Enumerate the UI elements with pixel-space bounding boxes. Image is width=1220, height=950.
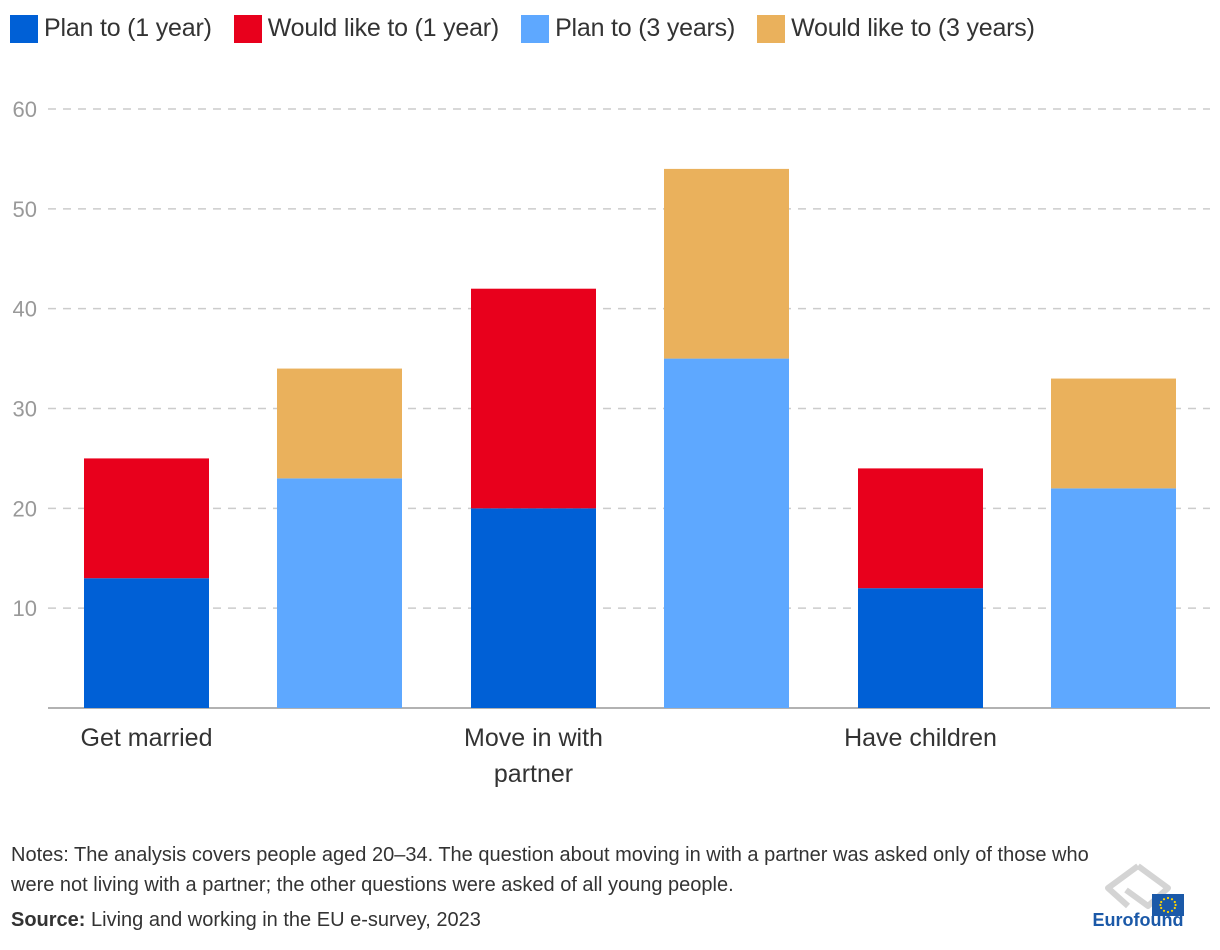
x-tick-label-line: partner bbox=[494, 760, 573, 788]
bar-get-married-would-like-to-3-years bbox=[277, 368, 402, 479]
legend-item-would-like-3-years[interactable]: Would like to (3 years) bbox=[757, 14, 1035, 43]
y-tick-label-30: 30 bbox=[13, 397, 37, 422]
legend-item-plan-3-years[interactable]: Plan to (3 years) bbox=[521, 14, 735, 43]
legend-swatch-would-like-1-year bbox=[233, 14, 262, 43]
bar-get-married-plan-to-3-years bbox=[277, 478, 402, 708]
legend-label-plan-3-years: Plan to (3 years) bbox=[555, 14, 736, 42]
x-tick-label-line: Have children bbox=[844, 724, 997, 752]
x-tick-label-line: Get married bbox=[81, 724, 213, 752]
bar-have-children-would-like-to-1-year bbox=[858, 468, 983, 589]
logo-text: Eurofound bbox=[1092, 910, 1184, 930]
bar-get-married-plan-to-1-year bbox=[84, 578, 209, 708]
legend-item-would-like-1-year[interactable]: Would like to (1 year) bbox=[233, 14, 500, 43]
y-tick-label-50: 50 bbox=[13, 197, 37, 222]
chart-legend: Plan to (1 year) Would like to (1 year) … bbox=[10, 14, 1057, 43]
stacked-bar-chart: 10 20 30 40 50 60 Get married Move in with partn… bbox=[13, 97, 1210, 788]
eurofound-logo-icon bbox=[1105, 863, 1184, 916]
bar-move-in-with-partner-would-like-to-3-years bbox=[664, 168, 789, 359]
bar-get-married-would-like-to-1-year bbox=[84, 458, 209, 579]
legend-label-would-like-1-year: Would like to (1 year) bbox=[267, 14, 500, 42]
x-tick-label-get-married: Get married bbox=[81, 724, 213, 752]
x-tick-label-line: Move in with bbox=[464, 724, 603, 752]
eurofound-logo: Eurofound bbox=[1088, 862, 1188, 942]
bar-have-children-plan-to-3-years bbox=[1051, 488, 1176, 708]
y-tick-label-20: 20 bbox=[13, 496, 37, 521]
chart-source: Source: Living and working in the EU e-s… bbox=[11, 909, 481, 932]
legend-label-would-like-3-years: Would like to (3 years) bbox=[791, 14, 1035, 42]
y-tick-label-10: 10 bbox=[13, 596, 37, 621]
legend-swatch-plan-1-year bbox=[10, 14, 38, 43]
legend-swatch-would-like-3-years bbox=[757, 14, 786, 43]
bar-move-in-with-partner-plan-to-1-year bbox=[471, 508, 596, 708]
source-text: Living and working in the EU e-survey, 2… bbox=[91, 909, 481, 931]
y-tick-label-60: 60 bbox=[13, 97, 37, 122]
bar-have-children-would-like-to-3-years bbox=[1051, 378, 1176, 489]
bar-have-children-plan-to-1-year bbox=[858, 588, 983, 708]
y-tick-label-40: 40 bbox=[13, 297, 37, 322]
legend-item-plan-1-year[interactable]: Plan to (1 year) bbox=[10, 14, 212, 43]
bar-move-in-with-partner-plan-to-3-years bbox=[664, 358, 789, 708]
x-tick-label-move-in-with-partner: Move in with partner bbox=[464, 724, 603, 788]
chart-notes: Notes: The analysis covers people aged 2… bbox=[11, 844, 1089, 896]
legend-swatch-plan-3-years bbox=[521, 14, 550, 43]
legend-label-plan-1-year: Plan to (1 year) bbox=[44, 14, 212, 42]
source-label: Source: bbox=[11, 909, 86, 931]
bar-move-in-with-partner-would-like-to-1-year bbox=[471, 288, 596, 509]
x-tick-label-have-children: Have children bbox=[844, 724, 997, 752]
